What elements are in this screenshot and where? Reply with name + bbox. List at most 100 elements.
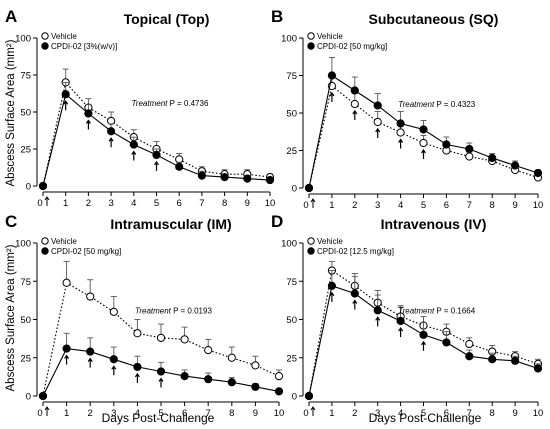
- y-tick-label: 50: [20, 108, 31, 119]
- y-tick-label: 100: [15, 239, 31, 250]
- y-tick-label: 25: [20, 353, 31, 364]
- x-tick-label: 5: [158, 408, 163, 419]
- legend-marker: [307, 32, 315, 40]
- data-point: [180, 372, 189, 381]
- panel-a: A Topical (Top) 0 25 50 75 100 0 1 2 3 4 5 6 7 8 9 10 Vehi…: [5, 7, 275, 209]
- data-point: [373, 117, 382, 127]
- dose-arrow: [329, 91, 335, 102]
- data-point: [419, 330, 428, 339]
- x-tick-label: 7: [206, 408, 211, 419]
- data-point: [396, 128, 405, 137]
- x-tick-label: 8: [229, 408, 234, 419]
- legend-label: CPDI-02 [12.5 mg/kg]: [317, 247, 394, 256]
- x-tick-label: 0: [37, 408, 42, 419]
- data-point: [465, 144, 474, 154]
- legend-marker: [41, 32, 49, 40]
- dose-arrow: [421, 340, 426, 351]
- data-point: [396, 316, 405, 326]
- x-tick-label: 1: [329, 408, 334, 419]
- challenge-arrow: [310, 198, 316, 208]
- series-vehicle: [38, 68, 275, 191]
- series-vehicle: [38, 260, 284, 401]
- data-point: [133, 329, 142, 338]
- dose-arrow: [352, 109, 358, 120]
- dose-arrow: [329, 291, 335, 302]
- x-tick-label: 10: [533, 200, 544, 211]
- dose-arrow: [158, 377, 164, 388]
- data-point: [62, 278, 71, 287]
- data-point: [175, 162, 184, 171]
- dose-arrow: [154, 160, 159, 171]
- data-point: [86, 347, 95, 356]
- data-point: [129, 140, 138, 149]
- y-tick-label: 75: [20, 277, 31, 288]
- y-tick-label: 75: [286, 71, 297, 82]
- x-tick-label: 1: [329, 200, 334, 211]
- data-point: [419, 125, 428, 134]
- data-point: [243, 174, 252, 183]
- treatment-p-value: Treatment P = 0.1664: [398, 306, 475, 315]
- data-point: [373, 101, 382, 110]
- x-tick-label: 1: [63, 198, 68, 209]
- data-point: [419, 138, 428, 148]
- dose-arrow: [63, 100, 69, 111]
- legend-label: CPDI-02 [3%(w/v)]: [51, 42, 117, 51]
- treatment-p-value: Treatment P = 0.4736: [132, 99, 209, 108]
- data-point: [84, 109, 93, 118]
- x-tick-label: 0: [303, 200, 308, 211]
- panel-d: D Intravenous (IV) 0 25 50 75 100 0 1 2 3 4 5 6 7 8 9 10 V…: [271, 212, 543, 419]
- treatment-p-value: Treatment P = 0.0193: [135, 306, 212, 315]
- y-tick-label: 0: [292, 184, 297, 195]
- data-point: [510, 161, 520, 170]
- data-point: [180, 335, 189, 344]
- data-point: [396, 119, 405, 128]
- y-tick-label: 75: [286, 277, 297, 288]
- legend-marker: [307, 42, 315, 50]
- data-point: [251, 361, 260, 370]
- x-tick-label: 10: [274, 408, 285, 419]
- legend-label: Vehicle: [51, 237, 77, 246]
- panel-title: Intravenous (IV): [381, 216, 487, 232]
- y-tick-label: 25: [20, 145, 31, 156]
- x-tick-label: 0: [37, 198, 42, 209]
- panel-letter: B: [271, 7, 283, 26]
- y-tick-label: 50: [286, 109, 297, 120]
- x-tick-label: 9: [253, 408, 258, 419]
- dose-arrow: [352, 299, 358, 310]
- data-point: [465, 339, 474, 349]
- dose-arrow: [134, 372, 140, 383]
- data-point: [327, 281, 336, 290]
- data-point: [533, 168, 543, 178]
- data-point: [274, 387, 284, 396]
- data-point: [38, 181, 48, 191]
- data-point: [304, 391, 314, 401]
- x-tick-label: 2: [352, 200, 357, 211]
- data-point: [227, 378, 236, 387]
- x-tick-label: 9: [512, 200, 517, 211]
- y-tick-label: 25: [286, 146, 297, 157]
- data-point: [156, 333, 166, 342]
- x-tick-label: 7: [467, 200, 472, 211]
- data-point: [488, 355, 497, 364]
- legend-marker: [41, 247, 49, 255]
- dose-arrow: [398, 138, 404, 149]
- x-axis-label-right: Days Post-Challenge: [369, 411, 482, 425]
- panel-c: C Intramuscular (IM) 0 25 50 75 100 0 1 2 3 4 5 6 7 8 9 1…: [5, 212, 284, 419]
- legend-label: CPDI-02 [50 mg/kg]: [317, 42, 387, 51]
- x-tick-label: 6: [444, 408, 449, 419]
- x-tick-label: 6: [177, 198, 182, 209]
- x-tick-label: 2: [88, 408, 93, 419]
- y-tick-label: 100: [281, 239, 297, 250]
- panel-title: Intramuscular (IM): [110, 216, 231, 232]
- data-point: [133, 362, 142, 372]
- y-tick-label: 50: [286, 315, 297, 326]
- x-tick-label: 4: [135, 408, 140, 419]
- x-tick-label: 7: [467, 408, 472, 419]
- panel-title: Topical (Top): [124, 11, 210, 27]
- data-point: [204, 375, 213, 384]
- x-tick-label: 0: [303, 408, 308, 419]
- legend-label: Vehicle: [51, 32, 77, 41]
- y-tick-label: 100: [281, 34, 297, 45]
- series-cpdi-02: [38, 81, 275, 191]
